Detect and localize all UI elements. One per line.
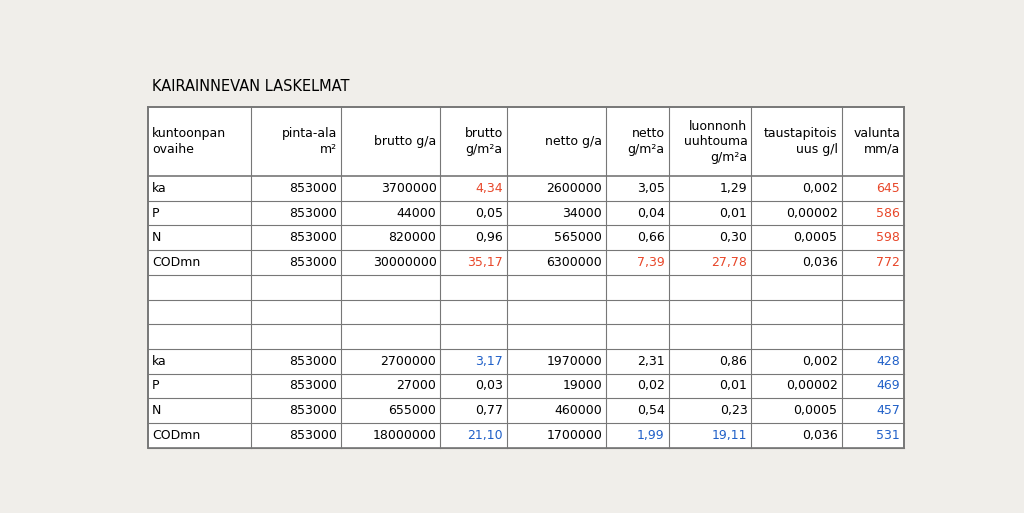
Text: 21,10: 21,10 <box>467 429 503 442</box>
Text: 0,86: 0,86 <box>720 355 748 368</box>
Text: 27,78: 27,78 <box>712 256 748 269</box>
Text: 3700000: 3700000 <box>381 182 436 195</box>
Text: 0,30: 0,30 <box>720 231 748 244</box>
Text: 772: 772 <box>877 256 900 269</box>
Text: 2700000: 2700000 <box>381 355 436 368</box>
Text: 2,31: 2,31 <box>637 355 665 368</box>
Text: 0,002: 0,002 <box>802 182 838 195</box>
Text: N: N <box>152 231 161 244</box>
Text: 655000: 655000 <box>388 404 436 417</box>
Text: 18000000: 18000000 <box>373 429 436 442</box>
Text: 4,34: 4,34 <box>475 182 503 195</box>
Text: brutto
g/m²a: brutto g/m²a <box>465 127 503 156</box>
Bar <box>147 107 904 448</box>
Text: 598: 598 <box>877 231 900 244</box>
Text: 0,02: 0,02 <box>637 380 665 392</box>
Text: 0,036: 0,036 <box>802 256 838 269</box>
Text: 1700000: 1700000 <box>546 429 602 442</box>
Text: 19,11: 19,11 <box>712 429 748 442</box>
Text: valunta
mm/a: valunta mm/a <box>853 127 900 156</box>
Text: 460000: 460000 <box>554 404 602 417</box>
Text: 0,0005: 0,0005 <box>794 231 838 244</box>
Text: 0,05: 0,05 <box>475 207 503 220</box>
Text: 30000000: 30000000 <box>373 256 436 269</box>
Text: 1,29: 1,29 <box>720 182 748 195</box>
Text: ka: ka <box>152 182 167 195</box>
Text: 531: 531 <box>877 429 900 442</box>
Text: 0,54: 0,54 <box>637 404 665 417</box>
Text: 35,17: 35,17 <box>467 256 503 269</box>
Text: 565000: 565000 <box>554 231 602 244</box>
Text: netto g/a: netto g/a <box>545 135 602 148</box>
Text: 0,23: 0,23 <box>720 404 748 417</box>
Text: 853000: 853000 <box>289 404 337 417</box>
Text: taustapitois
uus g/l: taustapitois uus g/l <box>764 127 838 156</box>
Text: N: N <box>152 404 161 417</box>
Text: 19000: 19000 <box>562 380 602 392</box>
Text: 6300000: 6300000 <box>547 256 602 269</box>
Text: 2600000: 2600000 <box>547 182 602 195</box>
Text: 0,036: 0,036 <box>802 429 838 442</box>
Text: 428: 428 <box>877 355 900 368</box>
Text: 0,0005: 0,0005 <box>794 404 838 417</box>
Text: brutto g/a: brutto g/a <box>374 135 436 148</box>
Text: 0,77: 0,77 <box>475 404 503 417</box>
Text: 853000: 853000 <box>289 182 337 195</box>
Text: 3,17: 3,17 <box>475 355 503 368</box>
Text: 0,01: 0,01 <box>720 207 748 220</box>
Text: 0,00002: 0,00002 <box>785 207 838 220</box>
Text: 0,04: 0,04 <box>637 207 665 220</box>
Text: P: P <box>152 207 160 220</box>
Text: 0,01: 0,01 <box>720 380 748 392</box>
Text: P: P <box>152 380 160 392</box>
Text: ka: ka <box>152 355 167 368</box>
Text: CODmn: CODmn <box>152 256 200 269</box>
Text: 34000: 34000 <box>562 207 602 220</box>
Text: 3,05: 3,05 <box>637 182 665 195</box>
Text: 0,002: 0,002 <box>802 355 838 368</box>
Text: luonnonh
uuhtouma
g/m²a: luonnonh uuhtouma g/m²a <box>684 120 748 164</box>
Text: 853000: 853000 <box>289 207 337 220</box>
Text: kuntoonpan
ovaihe: kuntoonpan ovaihe <box>152 127 226 156</box>
Text: 1,99: 1,99 <box>637 429 665 442</box>
Text: pinta-ala
m²: pinta-ala m² <box>282 127 337 156</box>
Text: 7,39: 7,39 <box>637 256 665 269</box>
Text: netto
g/m²a: netto g/m²a <box>628 127 665 156</box>
Text: 27000: 27000 <box>396 380 436 392</box>
Text: 853000: 853000 <box>289 231 337 244</box>
Text: 645: 645 <box>877 182 900 195</box>
Text: 586: 586 <box>877 207 900 220</box>
Text: 853000: 853000 <box>289 256 337 269</box>
Text: 0,00002: 0,00002 <box>785 380 838 392</box>
Text: 0,66: 0,66 <box>637 231 665 244</box>
Text: 44000: 44000 <box>396 207 436 220</box>
Text: KAIRAINNEVAN LASKELMAT: KAIRAINNEVAN LASKELMAT <box>152 80 349 94</box>
Text: 853000: 853000 <box>289 380 337 392</box>
Text: 0,96: 0,96 <box>475 231 503 244</box>
Text: 0,03: 0,03 <box>475 380 503 392</box>
Text: 469: 469 <box>877 380 900 392</box>
Text: 1970000: 1970000 <box>547 355 602 368</box>
Text: 853000: 853000 <box>289 429 337 442</box>
Text: 820000: 820000 <box>388 231 436 244</box>
Text: 457: 457 <box>877 404 900 417</box>
Text: 853000: 853000 <box>289 355 337 368</box>
Text: CODmn: CODmn <box>152 429 200 442</box>
